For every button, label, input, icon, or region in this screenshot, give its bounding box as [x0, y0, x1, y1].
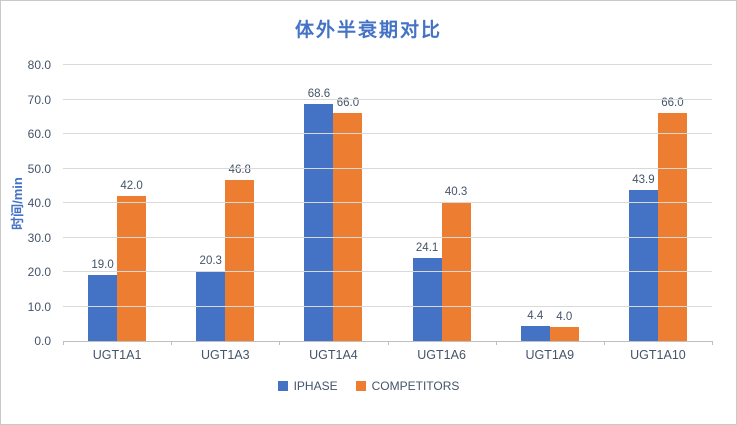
bar-group: 43.9 66.0 [604, 65, 712, 341]
y-tick-label: 10.0 [27, 299, 51, 314]
bar-wrap: 40.3 [441, 65, 471, 341]
x-category-label: UGT1A3 [200, 348, 250, 362]
y-tick-label: 70.0 [27, 92, 51, 107]
bar-wrap: 66.0 [657, 65, 687, 341]
bar-wrap: 46.8 [225, 65, 255, 341]
bar-wrap: 4.4 [520, 65, 550, 341]
bar-groups: 19.0 42.0 20.3 46.8 68.6 66.0 24.1 40.3 4.4 4.0 43… [63, 65, 712, 341]
y-tick-label: 0.0 [34, 334, 51, 348]
legend-swatch-icon [355, 381, 366, 391]
gridline [63, 98, 712, 100]
bar-value-label: 40.3 [444, 185, 468, 198]
bar-iphase [304, 104, 334, 341]
gridline [63, 167, 712, 169]
bar-value-label: 66.0 [661, 97, 684, 110]
bar-value-label: 43.9 [632, 173, 655, 186]
y-tick-label: 20.0 [27, 265, 51, 279]
x-axis-tick [495, 341, 497, 345]
bar-wrap: 4.0 [549, 65, 579, 341]
x-axis-tick [279, 341, 281, 345]
bar-wrap: 43.9 [628, 65, 658, 341]
x-category-label: UGT1A10 [630, 348, 686, 362]
bar-group: 4.4 4.0 [496, 65, 604, 341]
bar-iphase [520, 325, 550, 341]
bar-competitors [549, 327, 579, 341]
bar-value-label: 4.0 [556, 311, 573, 324]
legend-item-competitors: COMPETITORS [355, 379, 460, 393]
bar-value-label: 42.0 [120, 180, 143, 193]
bar-wrap: 66.0 [333, 65, 363, 341]
bar-group: 24.1 40.3 [388, 65, 496, 341]
legend-label: COMPETITORS [371, 379, 460, 393]
bar-group: 68.6 66.0 [279, 65, 387, 341]
bar-competitors [333, 113, 363, 341]
x-axis-tick [603, 341, 605, 345]
bar-value-label: 19.0 [91, 259, 114, 272]
legend-swatch-icon [277, 381, 288, 391]
bar-value-label: 66.0 [336, 97, 360, 110]
bar-wrap: 20.3 [196, 65, 226, 341]
bar-wrap: 24.1 [412, 65, 442, 341]
plot-area: 19.0 42.0 20.3 46.8 68.6 66.0 24.1 40.3 4.4 4.0 43… [63, 64, 713, 345]
x-category-label: UGT1A1 [92, 348, 142, 362]
bar-value-label: 24.1 [415, 241, 439, 254]
bar-competitors [225, 179, 255, 341]
legend: IPHASE COMPETITORS [1, 379, 736, 393]
x-category-label: UGT1A9 [525, 348, 575, 362]
chart-title: 体外半衰期对比 [294, 20, 442, 41]
y-axis-ticks: 0.0 10.0 20.0 30.0 40.0 50.0 60.0 70.0 80.0 [1, 58, 57, 348]
x-category-label: UGT1A6 [417, 348, 466, 362]
gridline [63, 271, 712, 272]
bar-value-label: 20.3 [199, 254, 222, 267]
bar-competitors [117, 196, 147, 341]
x-axis-tick [712, 341, 713, 345]
bar-wrap: 19.0 [88, 65, 118, 341]
gridline [63, 202, 712, 203]
bar-wrap: 42.0 [117, 65, 147, 341]
gridline [63, 133, 712, 134]
legend-label: IPHASE [293, 379, 338, 393]
y-tick-label: 60.0 [27, 127, 51, 141]
bar-value-label: 68.6 [307, 88, 331, 101]
x-axis-tick [63, 341, 64, 345]
bar-iphase [628, 189, 658, 341]
bar-group: 20.3 46.8 [171, 65, 279, 341]
y-tick-label: 40.0 [27, 196, 51, 210]
x-category-label: UGT1A4 [309, 348, 358, 362]
y-tick-label: 80.0 [27, 58, 51, 72]
gridline [63, 64, 712, 65]
x-axis-tick [387, 341, 389, 345]
bar-iphase [88, 275, 118, 341]
bar-value-label: 46.8 [228, 163, 251, 176]
x-axis-labels: UGT1A1 UGT1A3 UGT1A4 UGT1A6 UGT1A9 UGT1A10 [63, 348, 712, 362]
x-axis-tick [171, 341, 173, 345]
bar-wrap: 68.6 [304, 65, 334, 341]
bar-group: 19.0 42.0 [63, 65, 171, 341]
gridline [63, 305, 712, 307]
bar-value-label: 4.4 [527, 309, 544, 322]
y-tick-label: 50.0 [27, 161, 51, 176]
bar-competitors [657, 113, 687, 341]
legend-item-iphase: IPHASE [277, 379, 338, 393]
y-tick-label: 30.0 [27, 230, 51, 245]
gridline [63, 236, 712, 238]
